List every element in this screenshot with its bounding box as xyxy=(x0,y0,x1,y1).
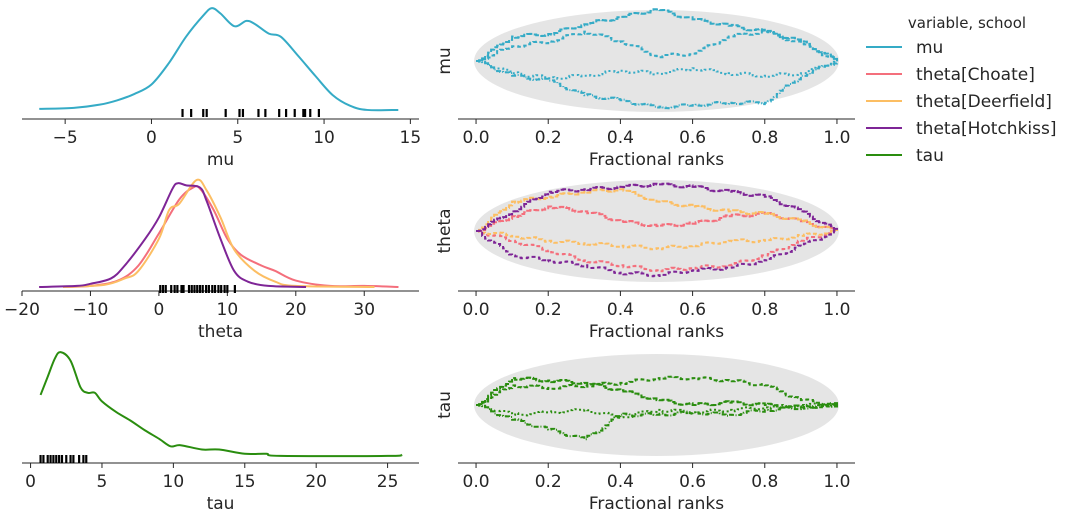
x-tick-label: 0 xyxy=(153,300,164,320)
legend-item-mu: mu xyxy=(866,38,943,58)
x-tick-label: 0.6 xyxy=(679,472,706,492)
x-tick-label: 0.6 xyxy=(679,300,706,320)
x-axis-label: mu xyxy=(207,150,234,170)
x-tick-label: 0.2 xyxy=(535,128,562,148)
ecdf-envelope xyxy=(474,180,839,282)
x-tick-label: 15 xyxy=(400,128,422,148)
x-tick-label: 25 xyxy=(377,472,399,492)
y-axis-label: tau xyxy=(435,391,455,419)
x-tick-label: 1.0 xyxy=(823,472,850,492)
legend-title: variable, school xyxy=(908,14,1026,32)
x-tick-label: 10 xyxy=(163,472,185,492)
x-tick-label: 0.0 xyxy=(463,128,490,148)
x-tick-label: 5 xyxy=(97,472,108,492)
legend-label: theta[Choate] xyxy=(916,65,1035,85)
ecdf-envelope xyxy=(474,354,839,456)
y-axis-label: mu xyxy=(435,47,455,74)
x-axis-label: tau xyxy=(207,494,235,514)
legend-label: tau xyxy=(916,146,944,166)
x-tick-label: 1.0 xyxy=(823,300,850,320)
kde-panel-tau: 0 5 10 15 20 25 tau xyxy=(22,351,419,514)
x-tick-label: 5 xyxy=(232,128,243,148)
kde-line-theta[Choate] xyxy=(63,184,399,288)
x-tick-label: 10 xyxy=(217,300,239,320)
ecdf-chain-tau-4 xyxy=(476,403,838,441)
legend-item-theta[Deerfield]: theta[Deerfield] xyxy=(866,92,1052,112)
x-tick-label: 10 xyxy=(313,128,335,148)
x-tick-label: 0.4 xyxy=(607,300,634,320)
legend-item-theta[Hotchkiss]: theta[Hotchkiss] xyxy=(866,119,1057,139)
ecdf-chain-theta[Deerfield]-1 xyxy=(476,188,838,232)
x-tick-label: 0.8 xyxy=(751,128,778,148)
x-tick-label: 20 xyxy=(285,300,307,320)
legend-item-theta[Choate]: theta[Choate] xyxy=(866,65,1035,85)
ecdf-chain-mu-3 xyxy=(476,59,838,80)
ecdf-chain-theta[Hotchkiss]-2 xyxy=(476,229,838,278)
x-tick-label: 0.2 xyxy=(535,472,562,492)
x-tick-label: 0.2 xyxy=(535,300,562,320)
ecdf-chain-tau-2 xyxy=(476,375,838,406)
kde-line-theta[Deerfield] xyxy=(63,178,375,288)
x-tick-label: 0.4 xyxy=(607,472,634,492)
legend-item-tau: tau xyxy=(866,146,944,166)
ecdf-chain-theta[Deerfield]-2 xyxy=(476,228,838,251)
ecdf-chain-mu-4 xyxy=(476,60,838,110)
x-axis-label: Fractional ranks xyxy=(589,150,724,170)
x-tick-label: −5 xyxy=(53,128,78,148)
x-axis-label: theta xyxy=(198,322,243,342)
rank-panel-mu: 0.0 0.2 0.4 0.6 0.8 1.0 Fractional ranks mu xyxy=(435,8,855,170)
x-tick-label: 0.8 xyxy=(751,300,778,320)
y-axis-label: theta xyxy=(435,209,455,254)
kde-line-theta[Hotchkiss] xyxy=(39,182,307,288)
kde-panel-theta: −20 −10 0 10 20 30 theta xyxy=(4,178,419,342)
kde-line-mu xyxy=(39,7,399,112)
kde-panel-mu: −5 0 5 10 15 mu xyxy=(22,7,422,170)
ecdf-chain-theta[Hotchkiss]-1 xyxy=(476,182,838,232)
x-tick-label: 0.0 xyxy=(463,472,490,492)
x-tick-label: 0.8 xyxy=(751,472,778,492)
x-axis-label: Fractional ranks xyxy=(589,494,724,514)
x-tick-label: 0.0 xyxy=(463,300,490,320)
legend-label: theta[Hotchkiss] xyxy=(916,119,1057,139)
x-tick-label: 1.0 xyxy=(823,128,850,148)
x-tick-label: −10 xyxy=(73,300,109,320)
x-tick-label: 0 xyxy=(25,472,36,492)
x-tick-label: 15 xyxy=(234,472,256,492)
ecdf-chain-tau-3 xyxy=(476,402,838,419)
rank-panel-tau: 0.0 0.2 0.4 0.6 0.8 1.0 Fractional ranks tau xyxy=(435,354,855,514)
ecdf-chain-theta[Choate]-2 xyxy=(476,229,838,273)
x-tick-label: −20 xyxy=(4,300,40,320)
ecdf-envelope xyxy=(474,10,839,112)
rank-panel-theta: 0.0 0.2 0.4 0.6 0.8 1.0 Fractional ranks theta xyxy=(435,180,855,342)
x-axis-label: Fractional ranks xyxy=(589,322,724,342)
x-tick-label: 0 xyxy=(146,128,157,148)
legend: variable, school mu theta[Choate] theta[De… xyxy=(866,14,1057,166)
x-tick-label: 0.6 xyxy=(679,128,706,148)
x-tick-label: 20 xyxy=(305,472,327,492)
legend-label: mu xyxy=(916,38,943,58)
x-tick-label: 30 xyxy=(353,300,375,320)
x-tick-label: 0.4 xyxy=(607,128,634,148)
kde-line-tau xyxy=(39,351,403,458)
ecdf-chain-mu-2 xyxy=(476,30,838,62)
legend-label: theta[Deerfield] xyxy=(916,92,1052,112)
